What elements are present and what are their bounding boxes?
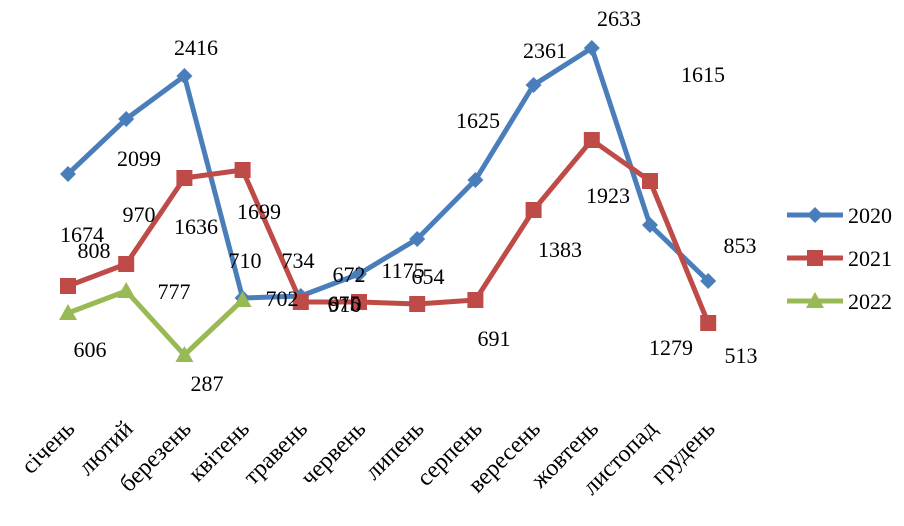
- data-label-2020-3: 710: [229, 248, 262, 273]
- point-2020-10: [642, 217, 658, 233]
- point-2020-1: [118, 111, 135, 127]
- legend-item-2020: 2020: [787, 203, 892, 228]
- data-label-2020-1: 2099: [117, 146, 161, 171]
- point-2021-6: [409, 296, 426, 312]
- point-2021-8: [525, 202, 542, 218]
- legend-label-2020: 2020: [848, 203, 892, 228]
- data-label-2022-0: 606: [74, 337, 107, 362]
- point-2020-6: [409, 231, 426, 247]
- point-2020-9: [583, 40, 600, 56]
- data-label-2021-5: 675: [328, 291, 361, 316]
- point-2021-2: [176, 170, 193, 186]
- data-label-2020-8: 2361: [523, 38, 567, 63]
- point-2022-0: [59, 304, 77, 320]
- data-label-2020-7: 1625: [456, 108, 500, 133]
- data-label-2021-9: 1923: [586, 183, 630, 208]
- legend-marker-2020: [807, 207, 823, 223]
- series-line-2021: [65, 137, 711, 326]
- point-2021-9: [583, 132, 600, 148]
- series-line-2020: [65, 45, 711, 301]
- data-label-2021-3: 1699: [237, 199, 281, 224]
- series-markers: [59, 40, 717, 362]
- point-2021-0: [60, 278, 76, 294]
- point-2021-1: [118, 256, 135, 272]
- data-label-2022-3: 910: [329, 292, 362, 317]
- legend: 2020 2021 2022: [787, 203, 892, 314]
- point-2020-11: [700, 273, 717, 289]
- data-label-2020-9: 2633: [597, 6, 641, 31]
- x-axis-tick-labels: січеньлютийберезеньквітеньтравеньчервень…: [17, 416, 721, 501]
- legend-label-2021: 2021: [848, 246, 892, 271]
- point-2021-3: [234, 162, 251, 178]
- point-2020-2: [176, 68, 193, 84]
- point-2022-2: [175, 346, 194, 362]
- data-label-2022-1: 777: [158, 279, 191, 304]
- data-label-2020-11: 853: [724, 233, 757, 258]
- series-line-2022: [65, 288, 246, 358]
- data-label-2021-7: 691: [478, 326, 511, 351]
- point-2022-1: [117, 282, 136, 298]
- data-labels: 1674 2099 2416 710 734 672 1175 1625 2361 2633 127…: [60, 6, 758, 396]
- data-label-2020-4: 734: [282, 248, 315, 273]
- point-2021-11: [700, 315, 717, 331]
- x-tick-0: січень: [17, 416, 81, 480]
- data-label-2021-1: 970: [123, 202, 156, 227]
- data-label-2021-4: 702: [266, 286, 299, 311]
- data-label-2020-2: 2416: [174, 35, 218, 60]
- point-2021-7: [467, 292, 484, 308]
- x-tick-11: грудень: [646, 416, 720, 490]
- data-label-2021-11: 513: [725, 343, 758, 368]
- point-2021-4: [292, 294, 309, 310]
- data-label-2020-6: 1175: [381, 258, 424, 283]
- series-lines: [65, 45, 711, 358]
- data-label-2020-5: 672: [333, 262, 366, 287]
- point-2020-5: [351, 266, 367, 282]
- legend-item-2022: 2022: [787, 289, 892, 314]
- data-label-2020-10: 1279: [649, 335, 693, 360]
- point-2020-7: [467, 172, 484, 188]
- point-2020-8: [525, 77, 542, 93]
- legend-marker-2021: [807, 250, 823, 266]
- data-label-2021-6: 654: [412, 264, 445, 289]
- data-label-2021-0: 808: [78, 238, 111, 263]
- legend-item-2021: 2021: [787, 246, 892, 271]
- data-label-2020-0: 1674: [60, 222, 104, 247]
- point-2022-3: [233, 291, 252, 307]
- legend-label-2022: 2022: [848, 289, 892, 314]
- data-label-2022-2: 287: [191, 371, 224, 396]
- point-2021-10: [642, 173, 658, 189]
- point-2020-0: [60, 166, 76, 182]
- point-2021-5: [351, 294, 367, 310]
- legend-marker-2022: [806, 292, 824, 308]
- data-label-2021-10: 1615: [681, 62, 725, 87]
- x-tick-5: червень: [296, 416, 371, 491]
- data-label-2021-8: 1383: [538, 237, 582, 262]
- data-label-2021-2: 1636: [174, 214, 218, 239]
